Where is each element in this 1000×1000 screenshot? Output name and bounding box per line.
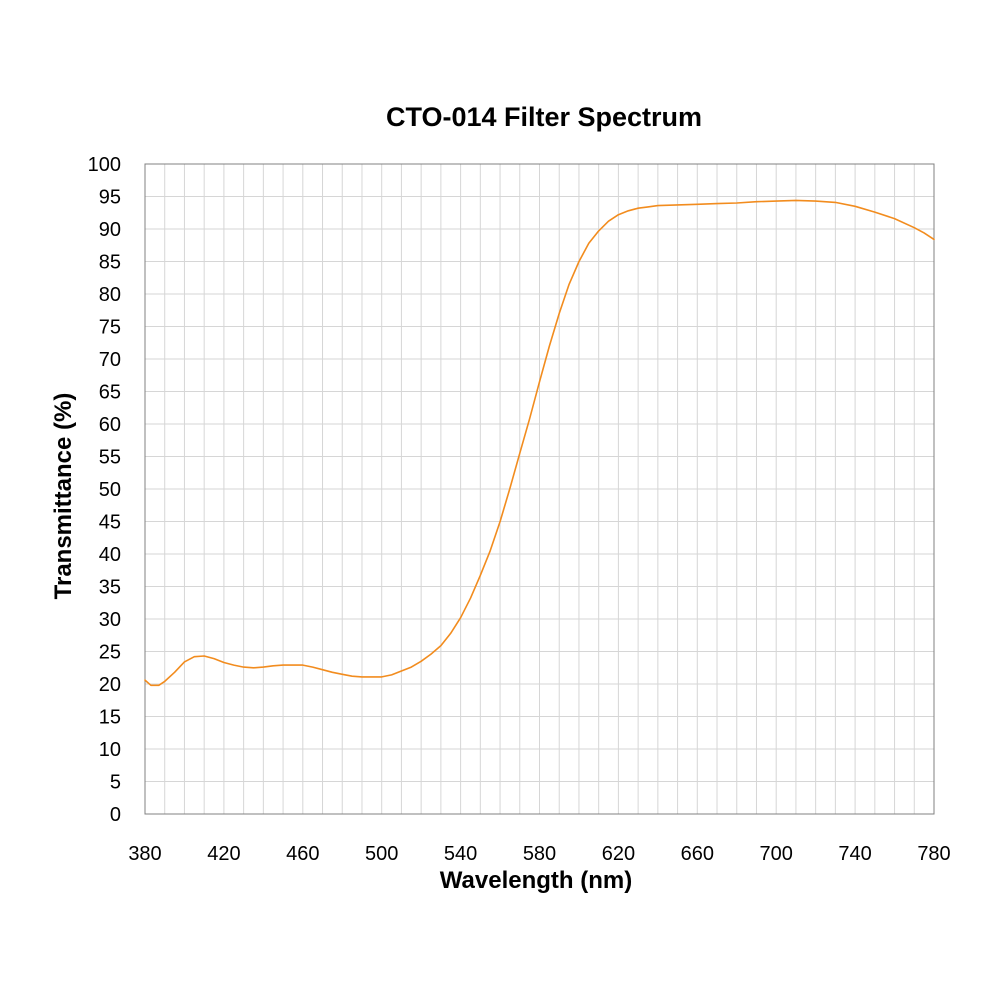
- y-tick-label: 5: [110, 772, 121, 794]
- chart-title: CTO-014 Filter Spectrum: [386, 102, 702, 132]
- y-tick-labels: 0 5 10 15 20 25 30 35 40 45 50 55 60 65 70 75 80 85 90 95 10…: [88, 154, 121, 826]
- x-tick-label: 420: [207, 843, 240, 865]
- x-tick-label: 380: [128, 843, 161, 865]
- x-tick-label: 620: [602, 843, 635, 865]
- y-tick-label: 60: [99, 414, 121, 436]
- y-tick-label: 40: [99, 544, 121, 566]
- x-tick-label: 500: [365, 843, 398, 865]
- x-tick-label: 740: [838, 843, 871, 865]
- y-tick-label: 75: [99, 317, 121, 339]
- x-tick-label: 780: [917, 843, 950, 865]
- y-axis-label: Transmittance (%): [50, 393, 77, 600]
- y-tick-label: 35: [99, 577, 121, 599]
- y-tick-label: 30: [99, 609, 121, 631]
- y-tick-label: 0: [110, 804, 121, 826]
- y-tick-label: 15: [99, 707, 121, 729]
- series-line-1: [144, 199, 935, 687]
- plot-area: [144, 163, 935, 815]
- y-tick-label: 85: [99, 252, 121, 274]
- y-tick-label: 45: [99, 512, 121, 534]
- y-tick-label: 90: [99, 219, 121, 241]
- x-axis-label: Wavelength (nm): [440, 867, 632, 894]
- y-tick-label: 80: [99, 284, 121, 306]
- y-tick-label: 55: [99, 447, 121, 469]
- y-tick-label: 50: [99, 479, 121, 501]
- x-tick-label: 580: [523, 843, 556, 865]
- y-tick-label: 25: [99, 642, 121, 664]
- y-tick-label: 20: [99, 674, 121, 696]
- y-tick-label: 10: [99, 739, 121, 761]
- x-tick-label: 540: [444, 843, 477, 865]
- x-tick-label: 700: [760, 843, 793, 865]
- y-tick-label: 95: [99, 187, 121, 209]
- y-tick-label: 65: [99, 382, 121, 404]
- y-tick-label: 70: [99, 349, 121, 371]
- x-tick-label: 660: [681, 843, 714, 865]
- x-tick-label: 460: [286, 843, 319, 865]
- gridlines: [145, 164, 934, 814]
- series-layer: [144, 199, 935, 687]
- x-tick-labels: 380 420 460 500 540 580 620 660 700 740 780: [128, 843, 950, 865]
- y-tick-label: 100: [88, 154, 121, 176]
